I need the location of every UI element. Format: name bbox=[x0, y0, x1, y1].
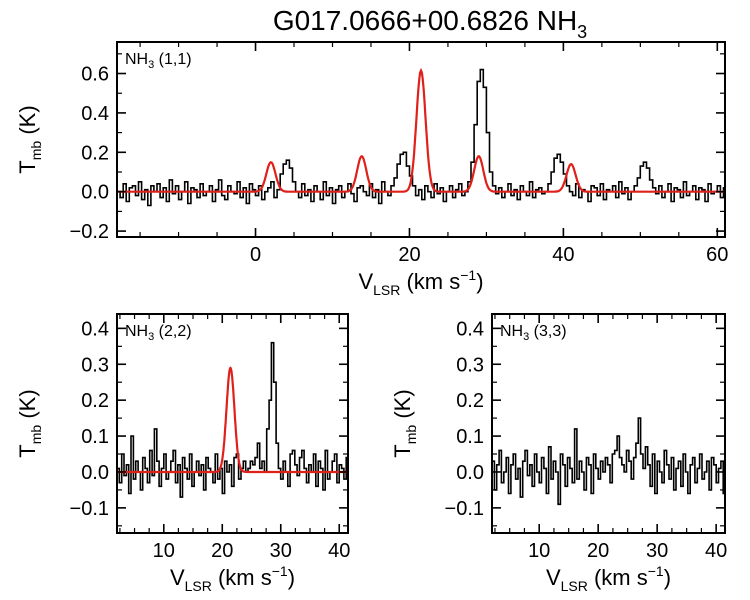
y-tick-label: −0.1 bbox=[445, 498, 484, 520]
x-tick-label: 40 bbox=[705, 540, 727, 562]
x-tick-label: 40 bbox=[328, 540, 350, 562]
x-tick-label: 30 bbox=[646, 540, 668, 562]
plot-frame bbox=[116, 313, 349, 534]
x-tick-label: 30 bbox=[270, 540, 292, 562]
y-tick-label: −0.1 bbox=[70, 498, 109, 520]
spectrum-line-observed bbox=[117, 68, 725, 207]
spectrum-line-observed bbox=[117, 341, 348, 498]
x-tick-label: 20 bbox=[398, 244, 420, 266]
panel-nh3-1-1: 0 20 40 60 −0.2 0.0 0.2 0.4 0.6 VLSR (km s−1) Tmb … bbox=[15, 41, 728, 298]
x-tick-label: 10 bbox=[528, 540, 550, 562]
panel-nh3-2-2: 10 20 30 40 −0.1 0.0 0.1 0.2 0.3 0.4 VLSR (km s−1)… bbox=[15, 313, 350, 594]
plot-frame bbox=[491, 313, 726, 534]
x-tick-label: 0 bbox=[250, 244, 261, 266]
y-tick-label: 0.0 bbox=[81, 182, 109, 204]
transition-label: NH3 (3,3) bbox=[500, 323, 567, 343]
y-tick-label: 0.4 bbox=[81, 103, 109, 125]
y-tick-label: 0.6 bbox=[81, 64, 109, 86]
fit-curve bbox=[117, 67, 725, 193]
x-tick-label: 10 bbox=[153, 540, 175, 562]
transition-label: NH3 (2,2) bbox=[125, 323, 192, 343]
spectrum-line-observed bbox=[492, 417, 725, 506]
y-tick-label: 0.2 bbox=[81, 142, 109, 164]
y-tick-label: 0.0 bbox=[456, 462, 484, 484]
x-tick-label: 20 bbox=[587, 540, 609, 562]
panel-nh3-3-3: 10 20 30 40 −0.1 0.0 0.1 0.2 0.3 0.4 VLSR (km s−1)… bbox=[390, 313, 727, 594]
x-axis-label: VLSR (km s−1) bbox=[546, 563, 671, 594]
y-tick-label: 0.0 bbox=[81, 462, 109, 484]
y-tick-label: 0.3 bbox=[456, 354, 484, 376]
y-tick-label: 0.1 bbox=[81, 426, 109, 448]
figure-title: G017.0666+00.6826 NH3 bbox=[273, 5, 587, 42]
y-axis-label: Tmb (K) bbox=[390, 389, 419, 457]
y-tick-label: 0.4 bbox=[81, 318, 109, 340]
y-axis-label: Tmb (K) bbox=[15, 105, 44, 173]
x-tick-label: 40 bbox=[552, 244, 574, 266]
y-tick-label: 0.1 bbox=[456, 426, 484, 448]
y-axis-label: Tmb (K) bbox=[15, 389, 44, 457]
x-axis-label: VLSR (km s−1) bbox=[170, 563, 295, 594]
y-tick-label: 0.3 bbox=[81, 354, 109, 376]
x-axis-label: VLSR (km s−1) bbox=[358, 267, 483, 298]
y-tick-label: 0.4 bbox=[456, 318, 484, 340]
x-tick-label: 20 bbox=[211, 540, 233, 562]
transition-label: NH3 (1,1) bbox=[125, 51, 192, 71]
plot-frame bbox=[116, 41, 726, 238]
y-tick-label: 0.2 bbox=[81, 390, 109, 412]
fit-curve bbox=[117, 366, 348, 474]
x-tick-label: 60 bbox=[706, 244, 728, 266]
y-tick-label: −0.2 bbox=[70, 221, 109, 243]
y-tick-label: 0.2 bbox=[456, 390, 484, 412]
